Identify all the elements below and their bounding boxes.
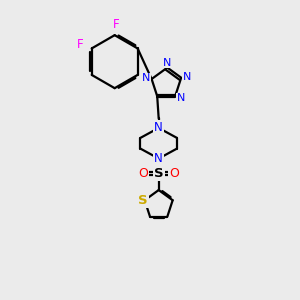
Text: N: N	[154, 122, 163, 134]
Text: O: O	[138, 167, 148, 180]
Text: N: N	[183, 72, 191, 82]
Text: N: N	[177, 94, 185, 103]
Text: N: N	[142, 74, 151, 83]
Text: N: N	[163, 58, 171, 68]
Text: S: S	[138, 194, 148, 207]
Text: O: O	[169, 167, 179, 180]
Text: F: F	[113, 18, 119, 32]
Text: N: N	[154, 152, 163, 165]
Text: S: S	[154, 167, 164, 180]
Text: F: F	[77, 38, 84, 51]
